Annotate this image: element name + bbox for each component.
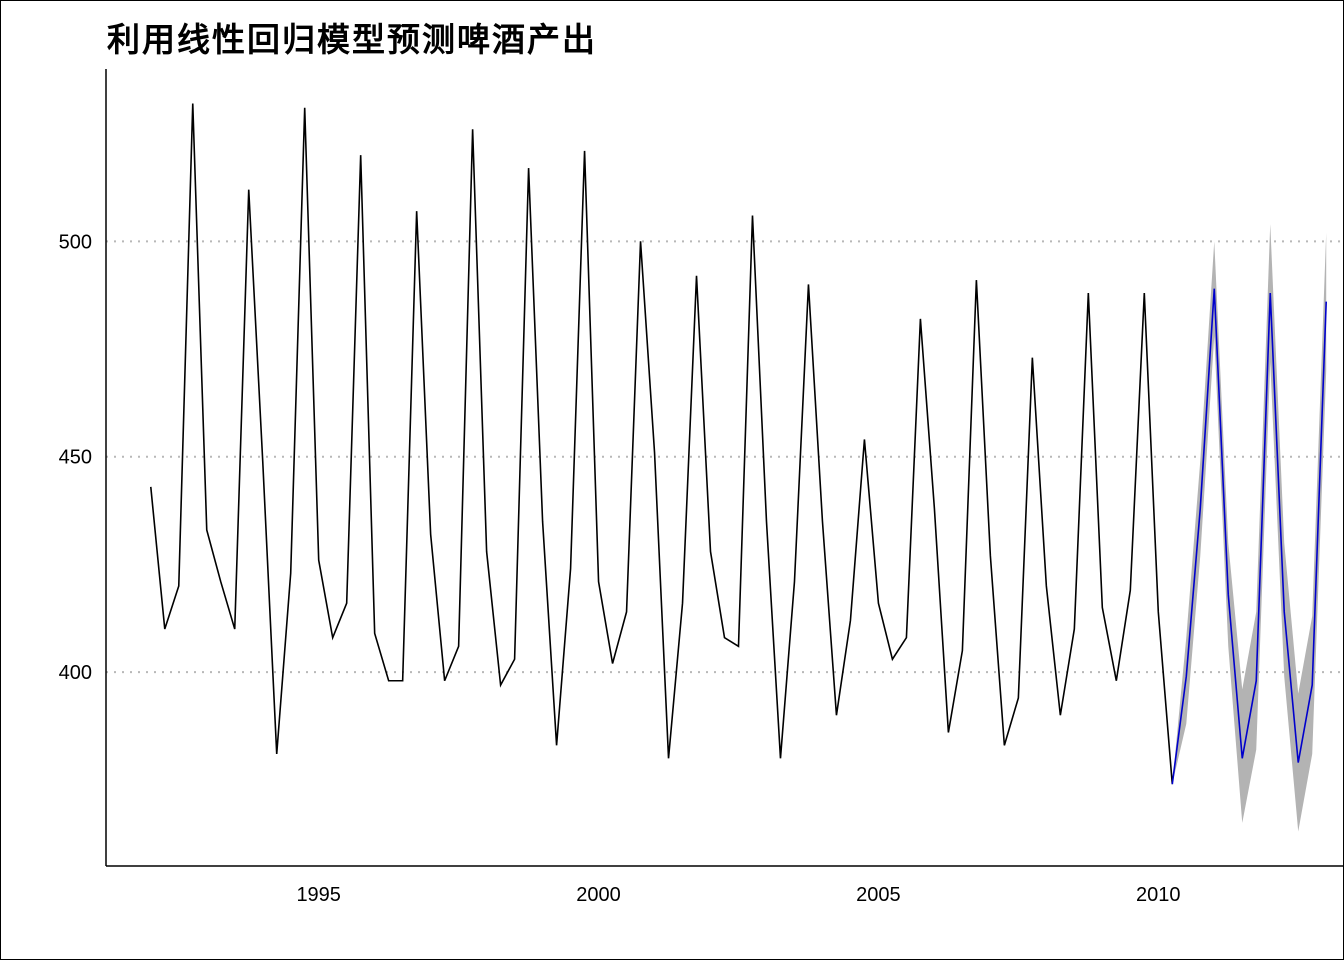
axes xyxy=(105,69,1343,867)
series-lines xyxy=(149,103,1328,785)
x-tick-label-1995: 1995 xyxy=(296,884,341,906)
prediction-interval-band xyxy=(1172,224,1327,832)
tick-labels: 400 450 500 1995 2000 2005 2010 xyxy=(59,231,1181,906)
y-tick-label-450: 450 xyxy=(59,447,92,469)
y-tick-label-400: 400 xyxy=(59,662,92,684)
x-tick-label-2005: 2005 xyxy=(856,884,901,906)
forecast-series-line xyxy=(1171,288,1328,785)
y-tick-label-500: 500 xyxy=(59,231,92,253)
x-tick-label-2000: 2000 xyxy=(576,884,621,906)
x-tick-label-2010: 2010 xyxy=(1136,884,1181,906)
chart-title: 利用线性回归模型预测啤酒产出 xyxy=(107,20,597,59)
prediction-interval xyxy=(1172,224,1327,832)
observed-series-line xyxy=(149,103,1174,785)
